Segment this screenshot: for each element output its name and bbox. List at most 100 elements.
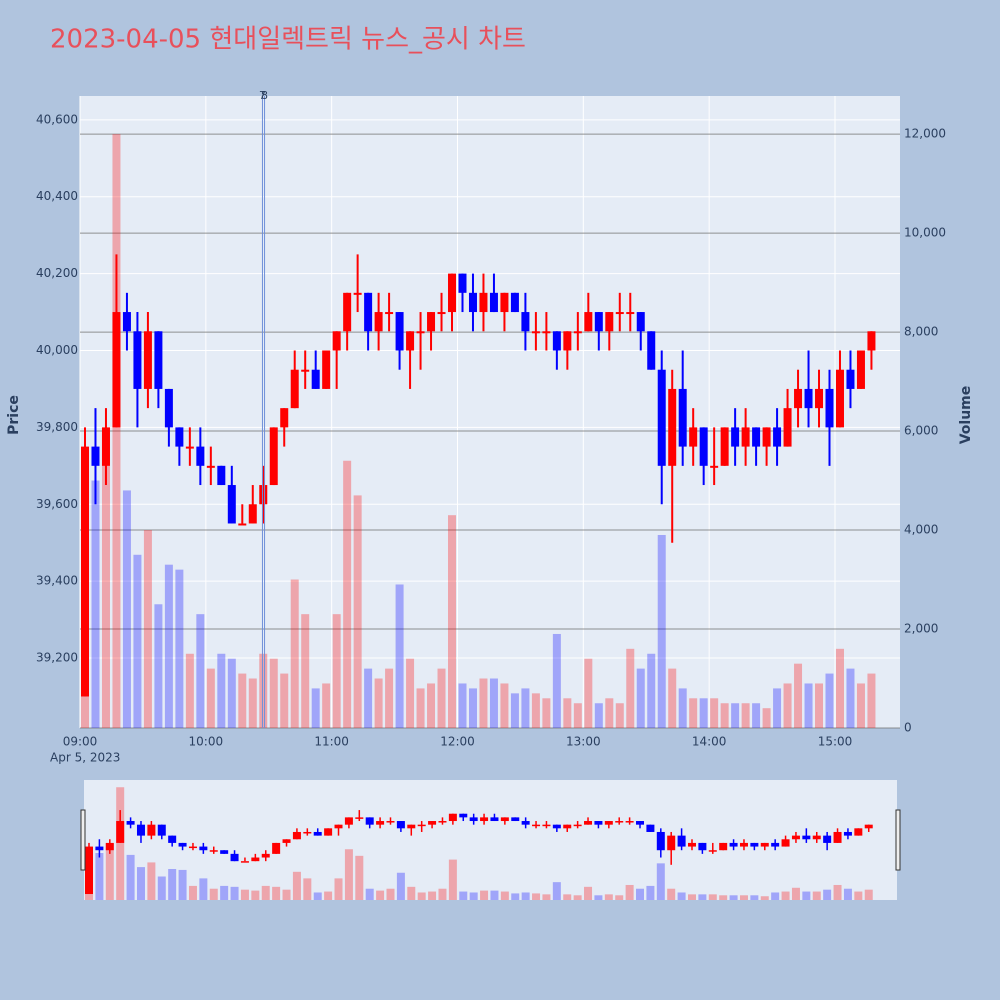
slider-candle-body	[261, 853, 270, 858]
slider-candle-body	[230, 853, 239, 862]
slider-candle-body	[823, 835, 832, 843]
slider-candle-body	[303, 831, 312, 834]
candle-body	[552, 331, 561, 351]
candle-body	[615, 312, 624, 315]
slider-candle-body	[448, 813, 457, 822]
slider-volume-bar	[251, 890, 260, 900]
candle-body	[164, 388, 173, 428]
slider-candle-body	[750, 842, 759, 847]
candle-body	[343, 292, 352, 332]
volume-bar	[112, 134, 121, 729]
volume-bar	[489, 678, 498, 728]
volume-bar	[143, 530, 152, 728]
candle-body	[594, 312, 603, 332]
volume-bar	[867, 673, 876, 728]
y2-tick-label: 8,000	[904, 325, 938, 339]
y2-tick-label: 2,000	[904, 622, 938, 636]
slider-volume-bar	[739, 895, 748, 900]
slider-candle-body	[386, 821, 395, 823]
slider-volume-bar	[833, 884, 842, 900]
candle-body	[406, 331, 415, 351]
volume-bar	[542, 698, 551, 728]
slider-candle-body	[542, 824, 551, 827]
slider-handle-left[interactable]	[80, 809, 86, 871]
slider-candle-body	[760, 842, 769, 847]
candle-body	[374, 312, 383, 332]
candle-body	[458, 273, 467, 293]
slider-candle-body	[791, 835, 800, 840]
candle-body	[322, 350, 331, 389]
volume-bar	[448, 515, 457, 728]
range-slider[interactable]	[84, 780, 897, 900]
volume-bar	[364, 668, 373, 728]
volume-bar	[510, 693, 519, 728]
x-date-label: Apr 5, 2023	[50, 751, 120, 765]
slider-volume-bar	[729, 895, 738, 900]
slider-candle-body	[428, 821, 437, 825]
candle-body	[668, 388, 677, 466]
candle-body	[217, 465, 226, 486]
slider-candle-body	[864, 824, 873, 829]
slider-candle-body	[490, 817, 499, 822]
slider-volume-bar	[396, 872, 405, 900]
slider-volume-bar	[334, 878, 343, 900]
candle-body	[112, 312, 121, 428]
slider-candle-body	[292, 831, 301, 840]
candle-body	[762, 427, 771, 447]
slider-candle-body	[157, 824, 166, 836]
volume-bar	[720, 703, 729, 728]
candle-body	[385, 312, 394, 315]
slider-candle-body	[282, 839, 291, 843]
volume-bar	[185, 653, 194, 728]
slider-volume-bar	[344, 849, 353, 900]
slider-volume-bar	[594, 895, 603, 900]
candle-body	[605, 312, 614, 332]
slider-volume-bar	[573, 895, 582, 900]
x-tick-label: 13:00	[566, 735, 601, 749]
slider-volume-bar	[261, 885, 270, 900]
slider-candle-body	[376, 821, 385, 825]
slider-candle-body	[105, 842, 114, 851]
volume-bar	[269, 658, 278, 728]
candle-body	[437, 312, 446, 315]
candle-body	[710, 465, 719, 468]
volume-bar	[290, 579, 299, 728]
volume-bar	[248, 678, 257, 728]
volume-bar	[563, 698, 572, 728]
slider-volume-bar	[781, 891, 790, 900]
slider-candle-body	[594, 821, 603, 825]
candle-body	[395, 312, 404, 351]
y-tick-label: 39,200	[36, 651, 78, 665]
slider-volume-bar	[771, 892, 780, 900]
candle-body	[846, 369, 855, 389]
chart-title: 2023-04-05 현대일렉트릭 뉴스_공시 차트	[50, 25, 526, 55]
candle-body	[626, 312, 635, 315]
volume-bar	[332, 614, 341, 728]
slider-volume-bar	[220, 885, 229, 900]
volume-bar	[353, 495, 362, 728]
slider-candle-body	[251, 857, 260, 862]
candle-body	[301, 369, 310, 372]
slider-volume-bar	[750, 895, 759, 900]
slider-candle-body	[480, 817, 489, 822]
slider-volume-bar	[677, 892, 686, 900]
slider-volume-bar	[687, 894, 696, 900]
slider-volume-bar	[230, 886, 239, 900]
slider-handle-right[interactable]	[895, 809, 901, 871]
slider-volume-bar	[199, 878, 208, 900]
volume-bar	[710, 698, 719, 728]
candle-body	[489, 292, 498, 313]
slider-volume-bar	[656, 863, 665, 900]
candle-body	[720, 427, 729, 466]
slider-candle-body	[355, 817, 364, 819]
slider-volume-bar	[843, 888, 852, 900]
slider-candle-body	[209, 850, 218, 852]
y-tick-label: 39,400	[36, 574, 78, 588]
slider-candle-body	[95, 846, 104, 851]
slider-candle-body	[771, 842, 780, 847]
slider-candle-body	[719, 842, 728, 851]
slider-candle-body	[178, 842, 187, 847]
slider-volume-bar	[105, 843, 114, 900]
candle-body	[542, 331, 551, 334]
candle-body	[752, 427, 761, 447]
